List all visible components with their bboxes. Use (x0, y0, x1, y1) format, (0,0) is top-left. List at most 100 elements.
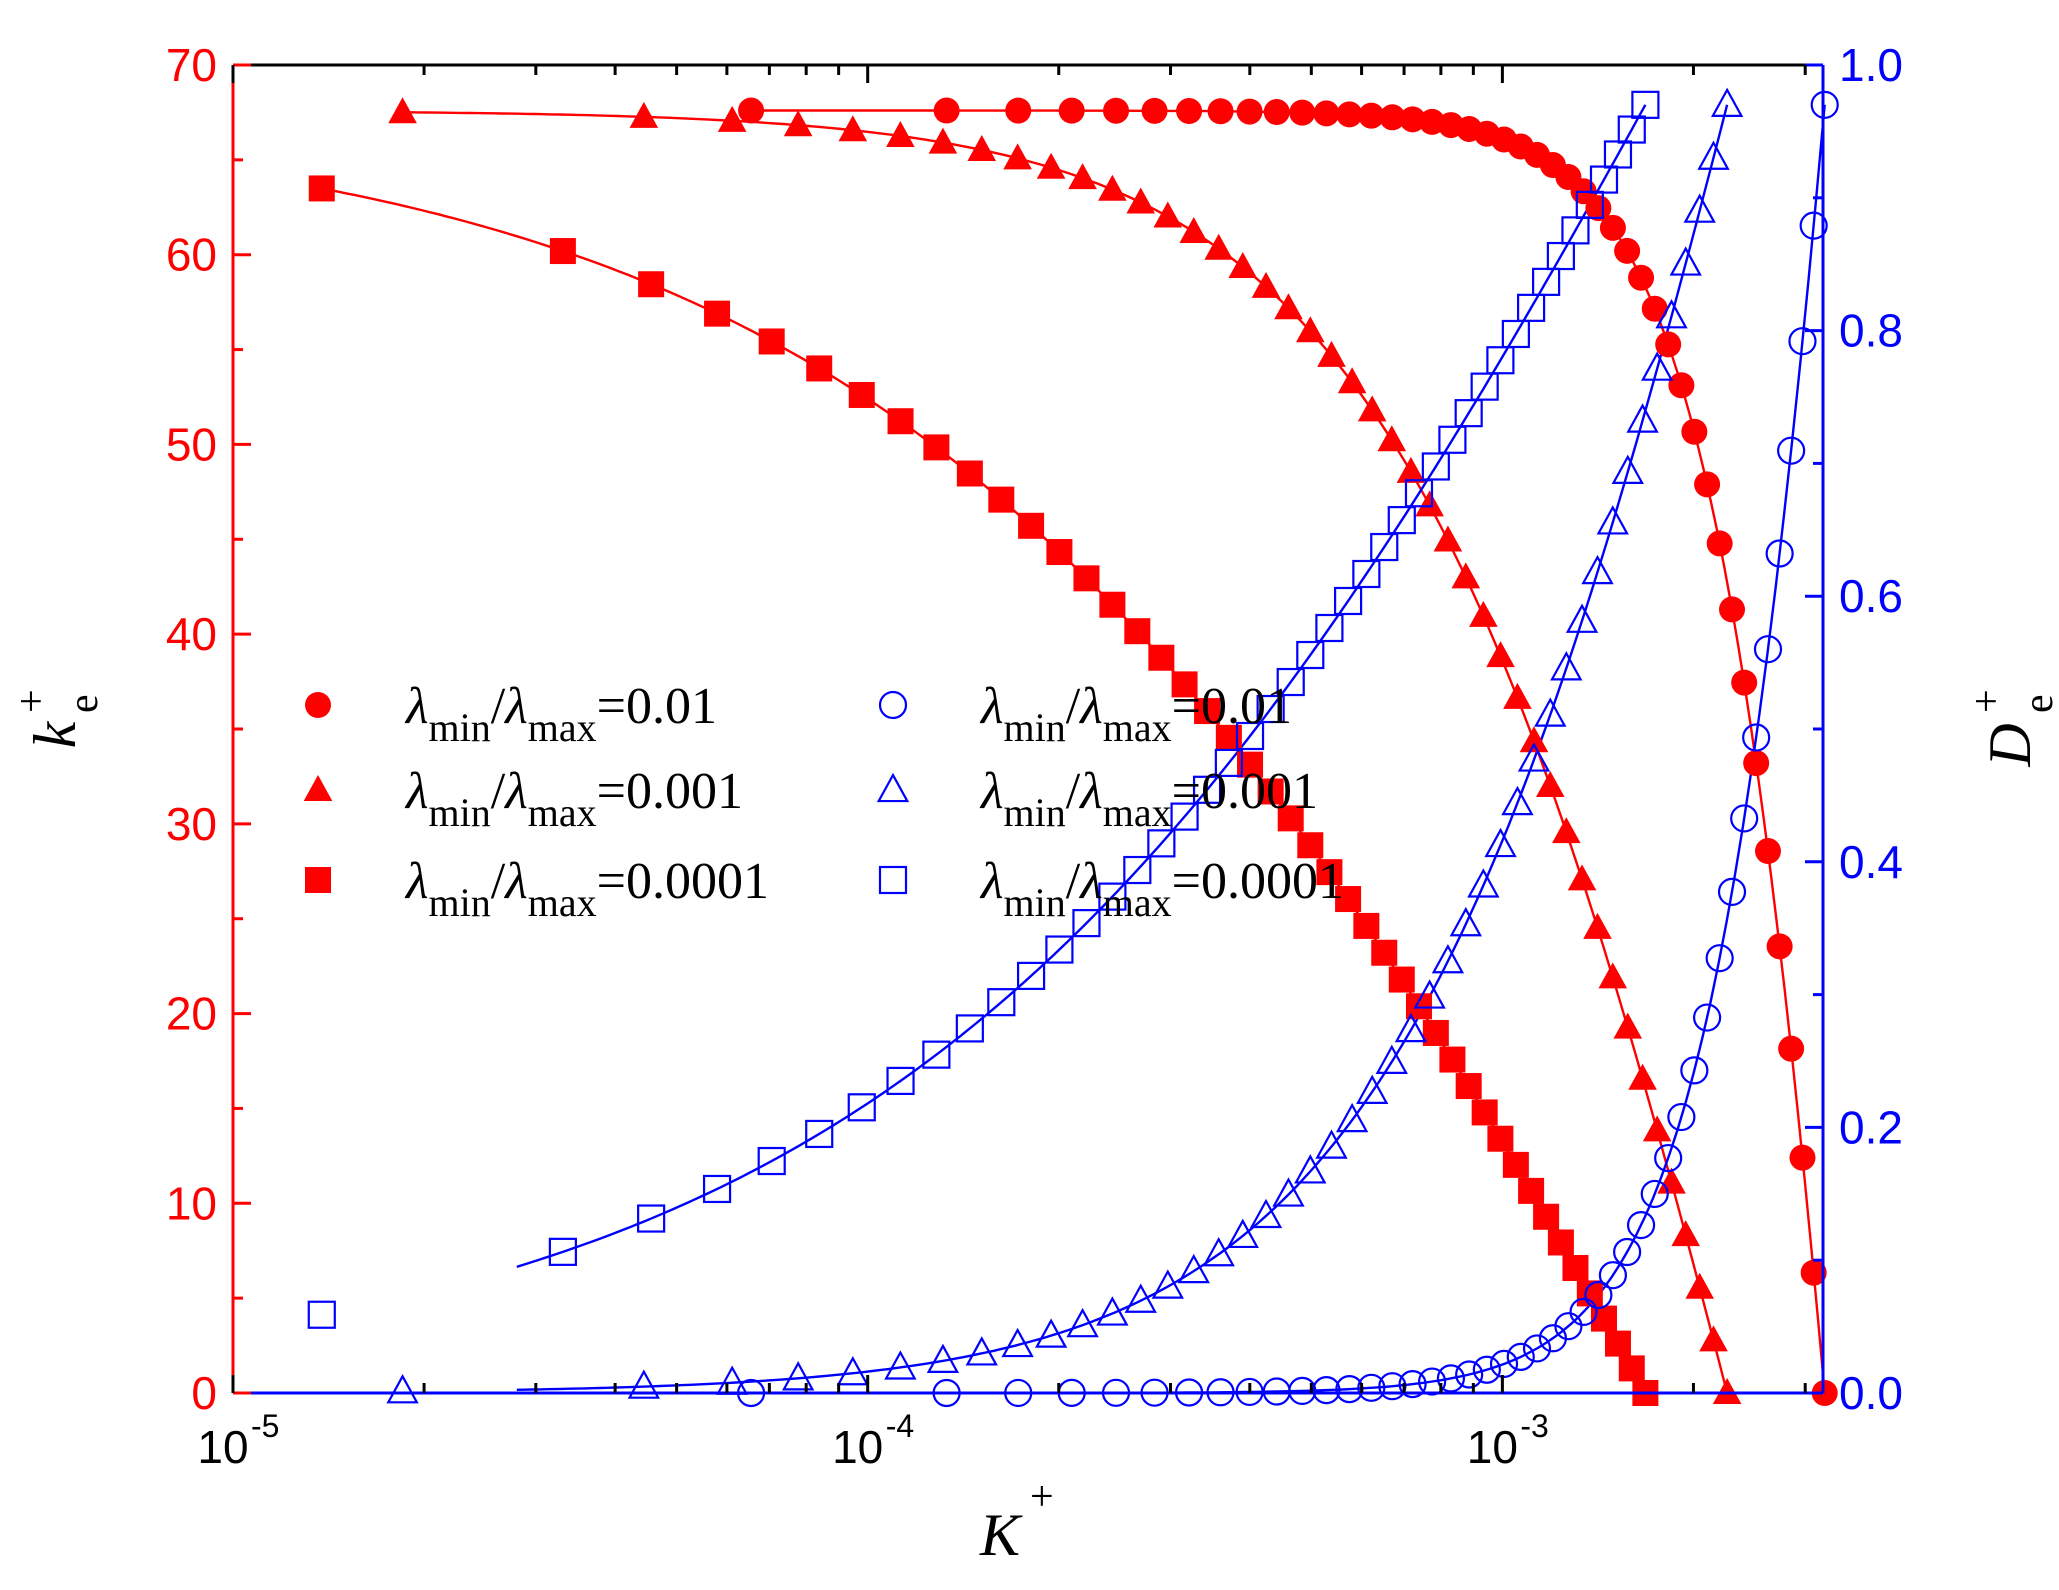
data-markers (307, 87, 1839, 1408)
right-tick-label: 0.8 (1839, 305, 1903, 357)
point-ke_0.001-20 (1317, 340, 1346, 367)
point-De_0.001-19 (1294, 1154, 1327, 1184)
point-De_0.0001-11 (1016, 961, 1046, 990)
point-De_0.0001-7 (886, 1066, 915, 1096)
point-ke_0.001-7 (967, 135, 997, 162)
point-ke_0.01-26 (1585, 195, 1612, 222)
point-ke_0.001-2 (717, 105, 747, 132)
point-De_0.0001-31 (1438, 425, 1467, 454)
point-ke_0.01-2 (1005, 97, 1032, 124)
point-ke_0.0001-6 (848, 381, 875, 408)
point-De_0.0001-40 (1575, 190, 1604, 219)
point-De_0.01-15 (1398, 1370, 1427, 1399)
point-ke_0.0001-25 (1335, 886, 1362, 913)
point-ke_0.01-44 (1811, 1380, 1838, 1406)
point-De_0.0001-9 (955, 1014, 984, 1043)
point-ke_0.001-17 (1251, 271, 1281, 298)
point-ke_0.001-37 (1613, 1012, 1643, 1039)
point-ke_0.001-36 (1598, 962, 1628, 989)
point-ke_0.01-6 (1176, 98, 1203, 125)
point-ke_0.01-41 (1778, 1035, 1805, 1062)
point-De_0.0001-34 (1486, 346, 1515, 375)
point-ke_0.0001-5 (806, 355, 833, 382)
point-ke_0.01-43 (1800, 1259, 1827, 1286)
point-ke_0.01-28 (1614, 237, 1641, 264)
point-ke_0.001-4 (838, 115, 868, 142)
point-De_0.001-38 (1626, 403, 1659, 433)
point-ke_0.001-35 (1583, 912, 1612, 939)
point-De_0.01-18 (1455, 1360, 1484, 1389)
point-ke_0.0001-17 (1171, 671, 1198, 698)
left-axis-title-superscript: + (9, 689, 55, 713)
point-ke_0.0001-28 (1388, 966, 1415, 993)
point-De_0.0001-27 (1370, 532, 1399, 562)
point-De_0.001-18 (1272, 1177, 1305, 1207)
left-tick-label: 50 (166, 418, 217, 470)
point-ke_0.01-5 (1141, 97, 1168, 124)
point-De_0.0001-4 (757, 1146, 786, 1176)
point-ke_0.0001-1 (549, 238, 576, 265)
point-De_0.001-23 (1375, 1044, 1408, 1074)
right-axis-title-superscript: + (1964, 689, 2010, 713)
point-De_0.001-36 (1596, 505, 1629, 535)
point-De_0.01-21 (1506, 1342, 1535, 1371)
point-De_0.0001-5 (805, 1119, 834, 1149)
point-De_0.0001-10 (987, 988, 1016, 1017)
point-ke_0.001-40 (1657, 1167, 1686, 1194)
point-De_0.001-12 (1124, 1283, 1157, 1313)
point-ke_0.0001-43 (1618, 1355, 1645, 1382)
point-De_0.01-29 (1626, 1210, 1656, 1240)
series-De_0.0001 (307, 90, 1660, 1329)
point-ke_0.01-3 (1058, 97, 1085, 124)
point-ke_0.001-32 (1535, 770, 1565, 797)
point-De_0.001-14 (1177, 1253, 1210, 1284)
point-De_0.0001-35 (1501, 319, 1530, 349)
point-ke_0.001-34 (1567, 864, 1597, 891)
point-ke_0.0001-38 (1547, 1229, 1574, 1256)
legend-marker-De_0.001 (876, 772, 910, 803)
point-De_0.01-38 (1742, 723, 1771, 752)
point-ke_0.0001-13 (1073, 565, 1100, 592)
point-ke_0.001-33 (1551, 817, 1581, 844)
point-De_0.001-10 (1066, 1307, 1099, 1338)
fit-line-ke_0.001 (402, 111, 1729, 1394)
left-axis-title: ke + (9, 689, 107, 748)
legend-entry-ke_0.0001: λmin/λmax=0.0001 (305, 853, 769, 925)
point-De_0.01-22 (1522, 1334, 1552, 1363)
point-De_0.0001-8 (922, 1040, 951, 1069)
point-ke_0.001-27 (1451, 562, 1481, 589)
bottom-tick-label: 10 (197, 1421, 248, 1473)
point-De_0.01-32 (1667, 1102, 1696, 1132)
point-ke_0.01-27 (1599, 214, 1626, 241)
point-De_0.0001-36 (1517, 293, 1546, 322)
point-De_0.001-27 (1449, 906, 1482, 937)
point-ke_0.01-36 (1719, 596, 1746, 623)
left-tick-label: 40 (166, 608, 217, 660)
point-De_0.0001-16 (1147, 829, 1176, 858)
legend-marker-ke_0.01 (305, 692, 331, 718)
right-tick-label: 0.0 (1839, 1367, 1903, 1419)
point-ke_0.001-1 (629, 101, 659, 128)
legend-marker-ke_0.0001 (305, 867, 331, 893)
point-De_0.01-13 (1357, 1373, 1386, 1402)
point-ke_0.001-15 (1204, 233, 1234, 260)
point-De_0.0001-0 (307, 1300, 336, 1329)
legend-marker-ke_0.001 (303, 775, 333, 802)
right-tick-label: 0.2 (1839, 1101, 1903, 1153)
series-De_0.001 (386, 87, 1744, 1404)
bottom-tick-exponent: -3 (1520, 1408, 1548, 1444)
point-De_0.001-16 (1226, 1218, 1259, 1249)
legend: λmin/λmax=0.01 λmin/λmax=0.001 λmin/λmax=0… (303, 678, 1344, 925)
point-De_0.001-21 (1335, 1102, 1369, 1133)
bottom-tick-label: 10 (1467, 1421, 1518, 1473)
point-ke_0.001-30 (1503, 682, 1532, 709)
point-De_0.01-37 (1730, 804, 1759, 833)
point-ke_0.001-14 (1179, 216, 1209, 243)
point-De_0.0001-33 (1470, 372, 1499, 401)
point-De_0.001-9 (1034, 1318, 1068, 1348)
right-axis-title-main: D (1977, 723, 2043, 767)
point-ke_0.0001-36 (1518, 1177, 1545, 1204)
point-ke_0.0001-37 (1533, 1203, 1560, 1230)
point-ke_0.001-12 (1126, 187, 1156, 214)
point-De_0.001-37 (1611, 454, 1644, 484)
